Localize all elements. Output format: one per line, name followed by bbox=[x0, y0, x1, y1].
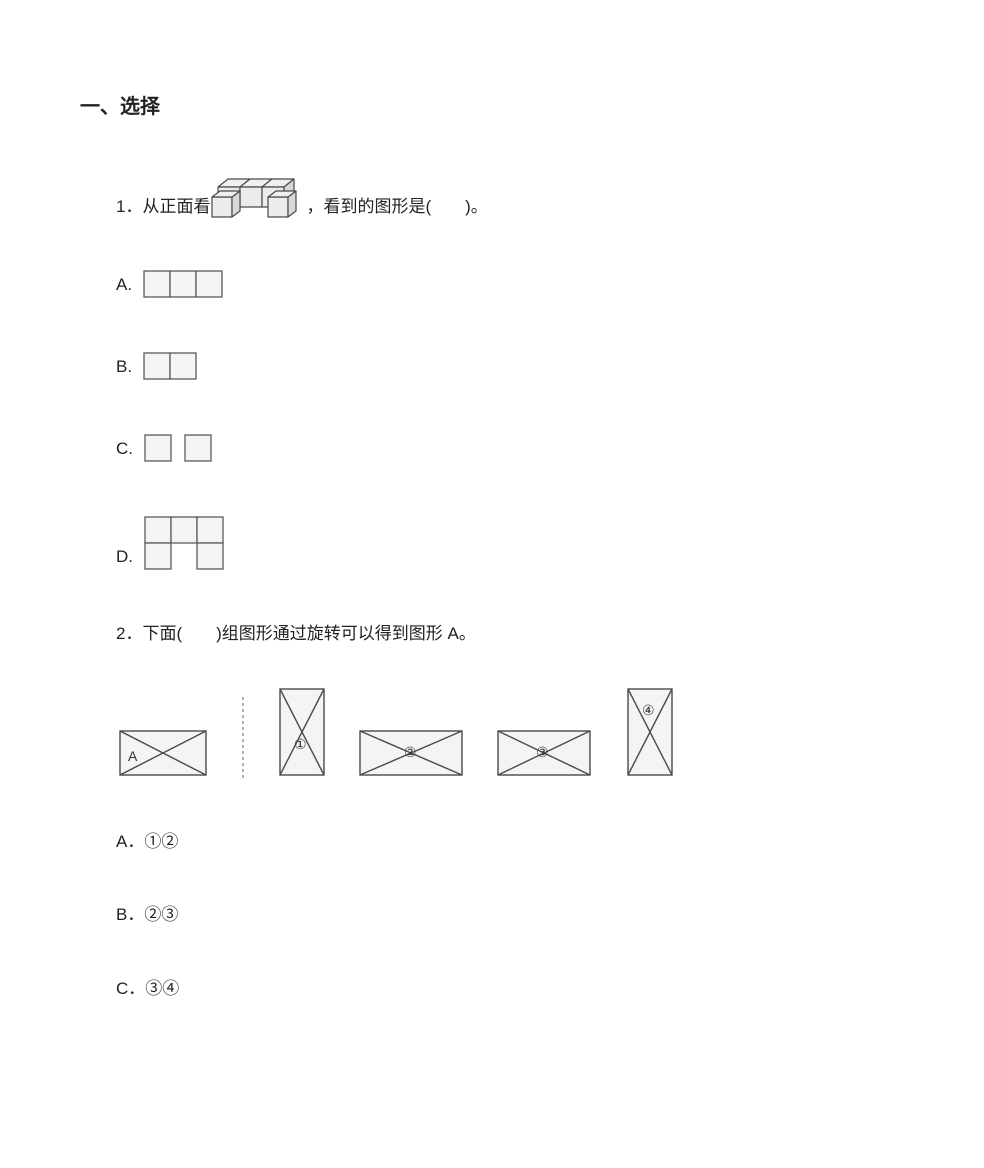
q2-fig-1-label: ① bbox=[294, 736, 307, 752]
q1-option-d-label: D. bbox=[116, 544, 133, 570]
q2-fig-4: ④ bbox=[624, 687, 676, 779]
q1-option-d-figure bbox=[141, 513, 231, 573]
q2-fig-2-label: ② bbox=[404, 744, 417, 760]
q1-option-d[interactable]: D. bbox=[116, 513, 904, 573]
q2-stem: 2．下面( )组图形通过旋转可以得到图形 A。 bbox=[116, 621, 904, 647]
q1-stem: 1．从正面看 bbox=[116, 177, 904, 219]
q2-fig-2: ② bbox=[358, 727, 466, 779]
q2-fig-4-label: ④ bbox=[642, 702, 655, 718]
section-title: 一、选择 bbox=[80, 90, 904, 119]
q2-fig-a-label: A bbox=[128, 748, 138, 764]
q2-option-c[interactable]: C．③④ bbox=[116, 976, 904, 1002]
q1-option-c-label: C. bbox=[116, 436, 133, 462]
q1-suffix: ，看到的图形是( )。 bbox=[306, 194, 487, 220]
q2-fig-3-label: ③ bbox=[536, 744, 549, 760]
q2-option-a[interactable]: A．①② bbox=[116, 829, 904, 855]
question-1: 1．从正面看 bbox=[116, 177, 904, 1001]
q2-option-b[interactable]: B．②③ bbox=[116, 902, 904, 928]
q1-option-b[interactable]: B. bbox=[116, 349, 904, 383]
page: 一、选择 1．从正面看 bbox=[0, 0, 984, 1109]
q2-fig-a: A bbox=[118, 727, 210, 779]
q2-fig-1: ① bbox=[276, 687, 328, 779]
q1-option-b-label: B. bbox=[116, 354, 132, 380]
q2-separator bbox=[240, 697, 246, 779]
q1-option-a[interactable]: A. bbox=[116, 267, 904, 301]
q1-option-a-figure bbox=[140, 267, 230, 301]
q1-option-c[interactable]: C. bbox=[116, 431, 904, 465]
q1-option-b-figure bbox=[140, 349, 204, 383]
q1-option-c-figure bbox=[141, 431, 219, 465]
q1-cube-figure bbox=[210, 177, 306, 219]
q1-option-a-label: A. bbox=[116, 272, 132, 298]
q2-fig-3: ③ bbox=[496, 727, 594, 779]
q2-figure-row: A ① bbox=[116, 683, 904, 783]
q1-prefix: 1．从正面看 bbox=[116, 194, 210, 220]
